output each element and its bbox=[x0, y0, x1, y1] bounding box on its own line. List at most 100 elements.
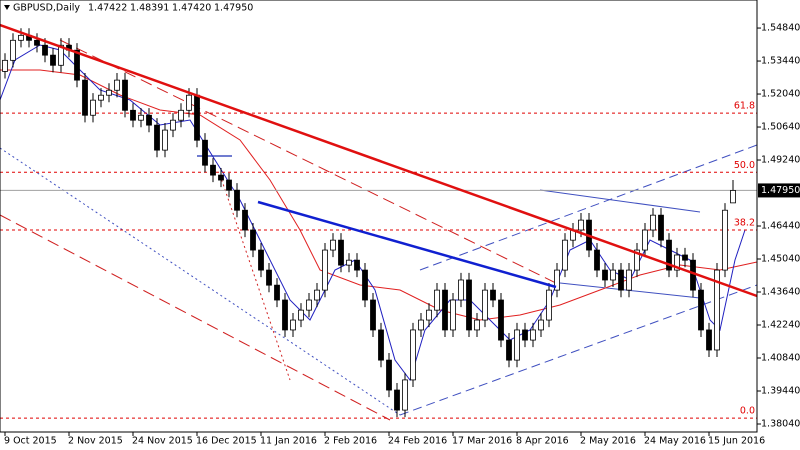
candle-body bbox=[122, 79, 128, 111]
x-tick-label: 15 Jun 2016 bbox=[708, 436, 765, 447]
candle-body bbox=[698, 289, 704, 331]
candle-body bbox=[162, 129, 168, 151]
candle-body bbox=[2, 59, 8, 72]
candle-body bbox=[10, 39, 16, 61]
candle-body bbox=[178, 109, 184, 121]
candle-body bbox=[450, 299, 456, 331]
y-tick-label: 1.40840 bbox=[761, 352, 800, 363]
candle-body bbox=[626, 269, 632, 291]
candle-body bbox=[482, 289, 488, 321]
red-dashed-line bbox=[59, 39, 561, 286]
candle-body bbox=[322, 249, 328, 291]
candle-body bbox=[82, 79, 88, 116]
y-tick-label: 1.42240 bbox=[761, 320, 800, 331]
y-tick-label: 1.46440 bbox=[761, 221, 800, 232]
candle-body bbox=[706, 329, 712, 351]
candle-body bbox=[458, 279, 464, 301]
candle-body bbox=[610, 269, 616, 281]
candle-body bbox=[386, 359, 392, 391]
candle-body bbox=[666, 239, 672, 271]
candle-body bbox=[554, 269, 560, 291]
red-trend-line bbox=[0, 23, 758, 298]
candle-body bbox=[330, 239, 336, 251]
candle-body bbox=[114, 79, 120, 91]
x-tick-label: 8 Apr 2016 bbox=[516, 436, 569, 447]
candle-body bbox=[346, 259, 352, 266]
y-tick-label: 1.38040 bbox=[761, 418, 800, 429]
marks bbox=[0, 28, 757, 419]
candle-body bbox=[594, 249, 600, 271]
y-tick-label: 1.53440 bbox=[761, 56, 800, 67]
candle-body bbox=[282, 299, 288, 331]
candle-body bbox=[362, 269, 368, 301]
current-price-box bbox=[758, 183, 800, 198]
candle-body bbox=[434, 289, 440, 311]
x-tick-label: 24 Nov 2015 bbox=[132, 436, 193, 447]
candle-body bbox=[18, 34, 24, 41]
candle-body bbox=[498, 299, 504, 341]
candle-body bbox=[514, 329, 520, 361]
candle-body bbox=[210, 164, 216, 176]
candle-body bbox=[418, 319, 424, 331]
red-dotted-line bbox=[219, 174, 291, 381]
channel-lower bbox=[399, 284, 758, 416]
candle-body bbox=[466, 279, 472, 331]
y-tick-label: 1.45040 bbox=[761, 254, 800, 265]
y-tick-label: 1.39440 bbox=[761, 385, 800, 396]
candle-body bbox=[298, 309, 304, 321]
current-price-label: 1.47950 bbox=[761, 185, 800, 196]
candle-body bbox=[714, 269, 720, 351]
candle-body bbox=[50, 54, 56, 66]
fast-moving-average bbox=[0, 44, 746, 382]
quote: 1.47422 1.48391 1.47420 1.47950 bbox=[88, 3, 253, 14]
candle-body bbox=[42, 44, 48, 56]
candle-body bbox=[130, 109, 136, 121]
candle-body bbox=[98, 94, 104, 101]
channel-upper bbox=[419, 144, 758, 271]
y-tick-label: 1.49240 bbox=[761, 155, 800, 166]
candle-body bbox=[682, 254, 688, 261]
candle-body bbox=[106, 89, 112, 96]
x-tick-label: 24 Feb 2016 bbox=[388, 436, 447, 447]
symbol-label: GBPUSD,Daily bbox=[13, 3, 80, 14]
fib-label: 61.8 bbox=[734, 101, 755, 112]
quote-value: 1.47420 bbox=[172, 3, 211, 14]
candle-body bbox=[618, 269, 624, 291]
red-dashed-line bbox=[0, 214, 391, 421]
candle-body bbox=[602, 269, 608, 281]
quote-value: 1.47422 bbox=[88, 3, 127, 14]
x-tick-label: 2 Nov 2015 bbox=[68, 436, 123, 447]
quote-value: 1.48391 bbox=[130, 3, 169, 14]
fib-label: 0.0 bbox=[740, 406, 755, 417]
candle-body bbox=[634, 249, 640, 271]
menu-triangle bbox=[4, 5, 10, 10]
candle-body bbox=[442, 289, 448, 331]
candle-body bbox=[250, 229, 256, 251]
candle-body bbox=[674, 254, 680, 271]
candle-body bbox=[226, 179, 232, 191]
candle-body bbox=[146, 114, 152, 126]
plot-frame bbox=[0, 0, 758, 433]
x-tick-label: 2 Feb 2016 bbox=[324, 436, 377, 447]
candle-body bbox=[690, 259, 696, 291]
quote-value: 1.47950 bbox=[214, 3, 253, 14]
candle-body bbox=[650, 214, 656, 231]
candle-body bbox=[34, 39, 40, 46]
candle-body bbox=[522, 329, 528, 341]
candle-body bbox=[578, 219, 584, 231]
candle-body bbox=[202, 139, 208, 166]
candle-body bbox=[538, 319, 544, 331]
x-tick-label: 11 Jan 2016 bbox=[260, 436, 317, 447]
candle-body bbox=[730, 190, 736, 204]
candle-body bbox=[258, 249, 264, 271]
candle-body bbox=[290, 319, 296, 331]
candle-body bbox=[546, 289, 552, 321]
blue-trend-line bbox=[257, 200, 557, 289]
x-tick-label: 9 Oct 2015 bbox=[4, 436, 57, 447]
candle-body bbox=[218, 174, 224, 181]
candle-body bbox=[370, 299, 376, 331]
candle-body bbox=[138, 114, 144, 121]
candle-body bbox=[506, 339, 512, 361]
